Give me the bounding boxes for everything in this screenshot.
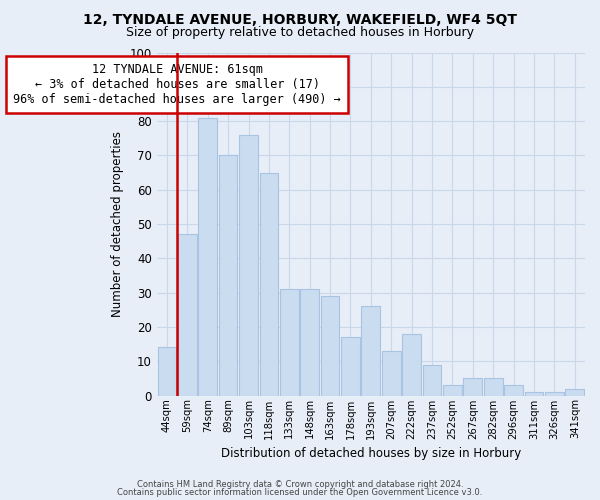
- Bar: [524, 392, 544, 396]
- Bar: [341, 337, 360, 396]
- Text: Contains public sector information licensed under the Open Government Licence v3: Contains public sector information licen…: [118, 488, 482, 497]
- Y-axis label: Number of detached properties: Number of detached properties: [111, 131, 124, 317]
- Bar: [301, 289, 319, 396]
- Bar: [361, 306, 380, 396]
- Text: Size of property relative to detached houses in Horbury: Size of property relative to detached ho…: [126, 26, 474, 39]
- X-axis label: Distribution of detached houses by size in Horbury: Distribution of detached houses by size …: [221, 447, 521, 460]
- Bar: [565, 388, 584, 396]
- Bar: [320, 296, 340, 396]
- Bar: [382, 351, 401, 396]
- Bar: [545, 392, 564, 396]
- Bar: [504, 385, 523, 396]
- Bar: [260, 172, 278, 396]
- Bar: [178, 234, 197, 396]
- Bar: [463, 378, 482, 396]
- Bar: [199, 118, 217, 396]
- Text: 12, TYNDALE AVENUE, HORBURY, WAKEFIELD, WF4 5QT: 12, TYNDALE AVENUE, HORBURY, WAKEFIELD, …: [83, 12, 517, 26]
- Bar: [402, 334, 421, 396]
- Bar: [443, 385, 462, 396]
- Bar: [219, 156, 238, 396]
- Bar: [484, 378, 503, 396]
- Bar: [158, 348, 176, 396]
- Bar: [239, 135, 258, 396]
- Text: Contains HM Land Registry data © Crown copyright and database right 2024.: Contains HM Land Registry data © Crown c…: [137, 480, 463, 489]
- Bar: [280, 289, 299, 396]
- Bar: [422, 364, 442, 396]
- Text: 12 TYNDALE AVENUE: 61sqm
← 3% of detached houses are smaller (17)
96% of semi-de: 12 TYNDALE AVENUE: 61sqm ← 3% of detache…: [13, 63, 341, 106]
